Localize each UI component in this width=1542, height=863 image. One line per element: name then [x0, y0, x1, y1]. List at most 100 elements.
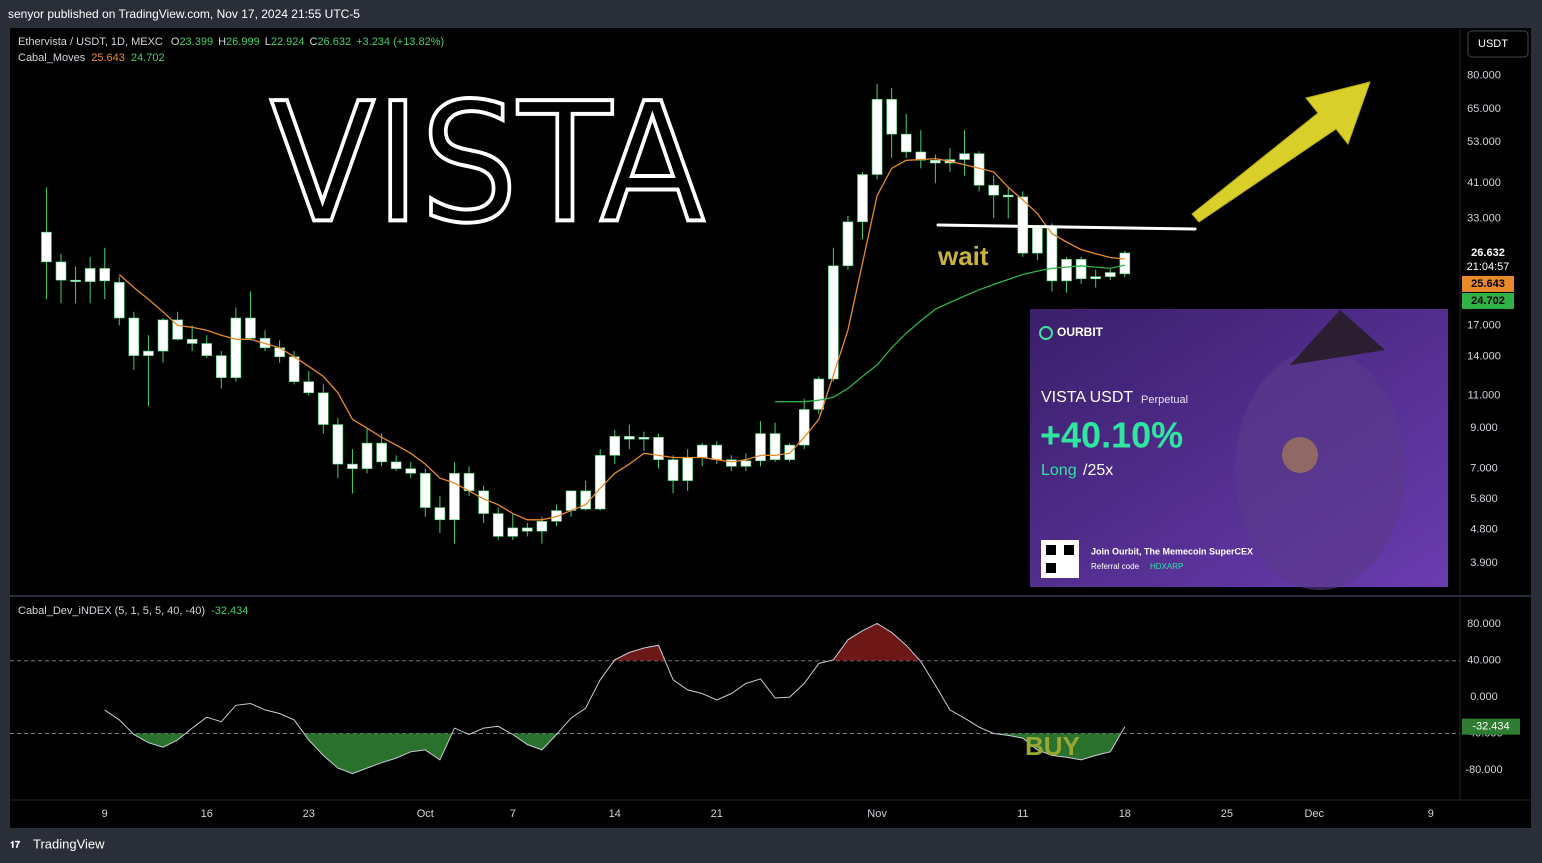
candle-body [930, 159, 941, 164]
ohlc-value: 26.632 [317, 36, 351, 48]
y-tick-label: 11.000 [1468, 390, 1501, 402]
indicator-name: Cabal_Moves [18, 52, 86, 64]
candle-body [726, 459, 737, 467]
currency-label[interactable]: USDT [1478, 38, 1508, 50]
candle-body [594, 455, 606, 510]
price-badge [1462, 244, 1514, 261]
candle-body [857, 174, 868, 223]
indicator-value: 24.702 [131, 52, 165, 64]
ad-pnl: +40.10% [1040, 415, 1183, 456]
footer-logo: 𝟏𝟕 [10, 839, 20, 849]
y-tick-label: 5.800 [1470, 493, 1498, 505]
price-badge-label: 24.702 [1471, 295, 1505, 307]
candle-body [667, 459, 679, 481]
candle-body [434, 507, 446, 521]
x-tick-label: 16 [201, 808, 213, 820]
candle-body [522, 527, 533, 532]
price-badge [1462, 292, 1514, 309]
candle-body [390, 461, 402, 469]
publish-header: senyor published on TradingView.com, Nov… [8, 7, 360, 21]
candle-body [216, 355, 227, 378]
overbought-fill [614, 623, 921, 661]
candle-body [536, 521, 548, 532]
ohlc-label: O [171, 36, 180, 48]
candle-body [113, 282, 125, 319]
candle-body [245, 317, 256, 339]
price-badge [1462, 275, 1514, 292]
candle-body [1061, 259, 1072, 282]
ad-pair: VISTA USDT [1041, 389, 1133, 406]
ohlc-value: 23.399 [179, 36, 213, 48]
x-tick-label: 23 [303, 808, 315, 820]
candle-body [230, 317, 242, 378]
x-tick-label: 18 [1119, 808, 1131, 820]
ohlc-label: C [309, 36, 317, 48]
symbol: Ethervista / USDT, 1D, MEXC [18, 36, 163, 48]
candle-body [1104, 272, 1116, 277]
plot: 80.000 65.000 53.000 41.000 33.000 17.000 14.0… [10, 69, 1503, 820]
drawn-line [936, 223, 1197, 231]
candle-body [478, 490, 489, 514]
ohlc-value: 22.924 [271, 36, 305, 48]
candle-body [318, 392, 329, 425]
ad-qr [1046, 563, 1056, 573]
y-tick-label: 7.000 [1470, 463, 1498, 475]
y-tick-label: 80.000 [1467, 69, 1501, 81]
candle-body [41, 231, 52, 263]
oscillator-line [104, 622, 1126, 775]
y-tick-label: 17.000 [1467, 319, 1501, 331]
candle-body [128, 317, 140, 356]
y-tick-label: 4.800 [1470, 523, 1498, 535]
y-tick-label: 65.000 [1467, 103, 1501, 115]
ad-banner[interactable]: OURBIT VISTA USDT Perpetual +40.10% Long… [1030, 309, 1448, 590]
candle-body [1090, 276, 1101, 280]
candle-body [332, 424, 344, 465]
ohlc-value: 26.999 [226, 36, 260, 48]
y-tick-label: 0.000 [1470, 691, 1498, 703]
candle-body [638, 437, 650, 440]
ad-figure [1235, 350, 1405, 590]
x-tick-label: Oct [417, 808, 434, 820]
candle-body [653, 437, 664, 460]
value-badge [1462, 718, 1520, 735]
indicator-value: 25.643 [91, 52, 125, 64]
indicator-line [118, 157, 1125, 521]
candle-body [755, 433, 766, 462]
candle-body [492, 513, 504, 537]
ad-leverage: /25x [1083, 462, 1113, 479]
candle-body [1119, 252, 1131, 275]
price-badge-label: 26.632 [1471, 247, 1505, 259]
candle-body [143, 350, 154, 356]
y-tick-label: 33.000 [1467, 212, 1501, 224]
price-badges: 26.632 21:04:57 25.643 24.702 -32.434 [1462, 244, 1520, 735]
ad-logo [1039, 326, 1053, 340]
change: +3.234 (+13.82%) [356, 36, 444, 48]
x-tick-label: 21 [711, 808, 723, 820]
x-tick-label: 25 [1221, 808, 1233, 820]
candle-body [682, 457, 693, 481]
wait-annotation: wait [937, 241, 989, 271]
y-tick-label: 14.000 [1467, 351, 1501, 363]
candle-body [405, 468, 417, 474]
candle-body [871, 99, 883, 175]
y-tick-label: 53.000 [1467, 136, 1501, 148]
oversold-fill [132, 733, 1121, 774]
candle-body [84, 268, 96, 282]
candle-body [886, 99, 897, 135]
candle-body [828, 265, 839, 380]
candle-body [696, 444, 708, 458]
ad-qr [1046, 545, 1056, 555]
ohlc-label: L [265, 36, 271, 48]
ad-referral-label: Referral code [1091, 562, 1140, 571]
candle-body [915, 151, 927, 161]
buy-annotation: BUY [1025, 731, 1080, 761]
candle-body [376, 442, 387, 463]
vista-annotation: VISTA [270, 67, 705, 259]
currency-button[interactable] [1467, 30, 1529, 58]
candle-body [740, 460, 752, 467]
x-tick-label: Dec [1304, 808, 1324, 820]
candle-body [769, 433, 781, 460]
ad-tagline: Join Ourbit, The Memecoin SuperCEX [1091, 546, 1253, 556]
candle-body [172, 319, 183, 340]
x-tick-label: 9 [1428, 808, 1434, 820]
